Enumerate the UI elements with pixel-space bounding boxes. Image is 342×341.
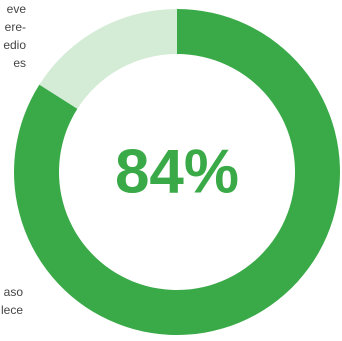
- donut-slice-1: [39, 9, 178, 109]
- center-percentage-label: 84%: [115, 138, 239, 207]
- side-text-line: edio: [3, 38, 26, 52]
- side-text-line: eve: [6, 2, 26, 16]
- side-text-line: ere-: [4, 20, 26, 34]
- donut-slices: [13, 9, 340, 335]
- side-text-bottom: aso lece: [0, 283, 23, 319]
- side-text-line: es: [13, 56, 26, 70]
- side-text-line: lece: [0, 303, 23, 317]
- side-text-top: eve ere- edio es: [0, 0, 26, 72]
- side-text-line: aso: [3, 285, 23, 299]
